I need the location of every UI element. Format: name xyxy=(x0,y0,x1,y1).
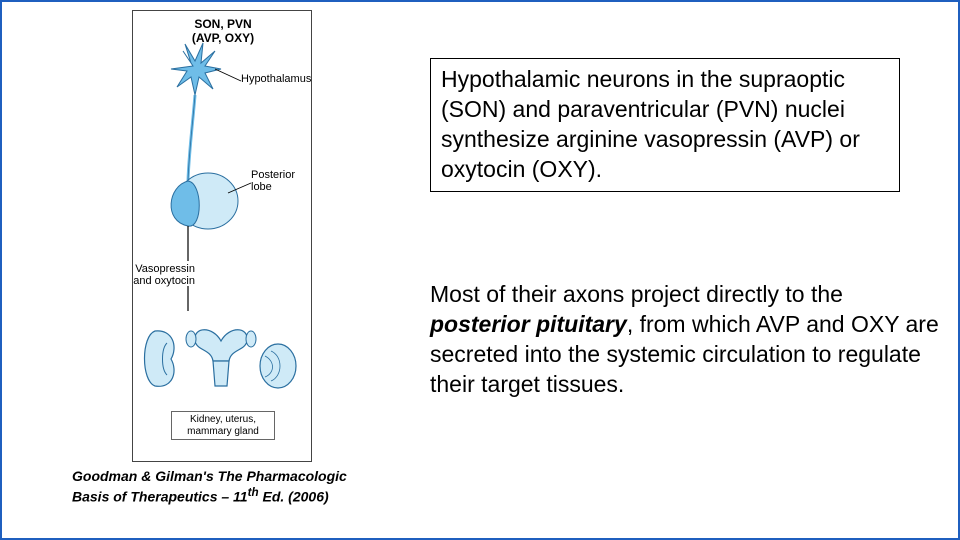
caption-line2-suffix: Ed. (2006) xyxy=(259,488,329,504)
source-caption: Goodman & Gilman's The Pharmacologic Bas… xyxy=(72,468,412,506)
caption-line2-prefix: Basis of Therapeutics – 11 xyxy=(72,488,248,504)
label-posterior-lobe: Posterior lobe xyxy=(251,169,295,193)
description-paragraph-2: Most of their axons project directly to … xyxy=(430,280,942,400)
description-paragraph-1: Hypothalamic neurons in the supraoptic (… xyxy=(430,58,900,192)
paragraph2-part1: Most of their axons project directly to … xyxy=(430,281,843,307)
caption-sup: th xyxy=(248,486,259,499)
anatomy-diagram: SON, PVN (AVP, OXY) Hypothalamus Posteri… xyxy=(132,10,312,462)
caption-line1: Goodman & Gilman's The Pharmacologic xyxy=(72,468,347,484)
label-hypothalamus: Hypothalamus xyxy=(241,73,311,85)
label-target-organs: Kidney, uterus, mammary gland xyxy=(171,411,275,440)
label-vasopressin-oxytocin: Vasopressin and oxytocin xyxy=(75,263,195,287)
diagram-title-line1: SON, PVN xyxy=(133,17,313,31)
diagram-title-line2: (AVP, OXY) xyxy=(133,31,313,45)
paragraph2-emphasis: posterior pituitary xyxy=(430,311,627,337)
paragraph1-text: Hypothalamic neurons in the supraoptic (… xyxy=(441,66,860,182)
